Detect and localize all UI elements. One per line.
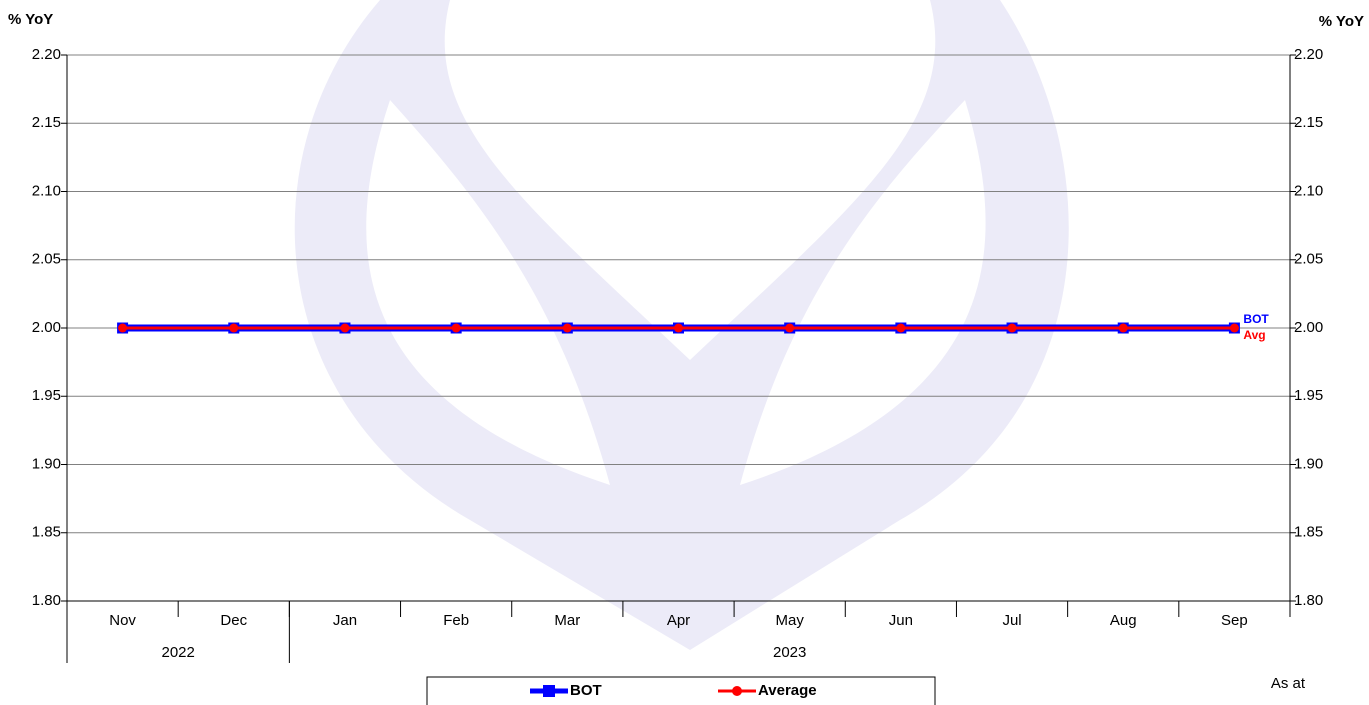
y2-tick-label: 2.15: [1294, 114, 1323, 131]
y2-axis-label: % YoY: [1319, 13, 1364, 30]
data-point: [1118, 323, 1128, 333]
y-tick-label: 1.95: [32, 387, 61, 404]
y-axis-label: % YoY: [8, 11, 53, 28]
y2-tick-label: 1.80: [1294, 592, 1323, 609]
y2-tick-label: 1.90: [1294, 455, 1323, 472]
y2-tick-label: 1.85: [1294, 524, 1323, 541]
x-tick-label: May: [776, 612, 805, 629]
x-tick-label: Sep: [1221, 612, 1248, 629]
legend-label: BOT: [570, 682, 602, 699]
y2-tick-label: 2.05: [1294, 251, 1323, 268]
y-tick-label: 2.20: [32, 46, 61, 63]
data-point: [451, 323, 461, 333]
data-point: [340, 323, 350, 333]
x-tick-label: Jul: [1002, 612, 1021, 629]
y-tick-label: 1.85: [32, 524, 61, 541]
footnote: As at: [1271, 675, 1306, 692]
legend-box: [426, 676, 936, 705]
y2-tick-label: 2.00: [1294, 319, 1323, 336]
data-point: [118, 323, 128, 333]
x-tick-label: Jun: [889, 612, 913, 629]
data-point: [1007, 323, 1017, 333]
x-tick-label: Feb: [443, 612, 469, 629]
x-tick-label: Aug: [1110, 612, 1137, 629]
data-point: [785, 323, 795, 333]
year-label: 2023: [773, 644, 806, 661]
y-tick-label: 2.10: [32, 182, 61, 199]
end-label: BOT: [1243, 312, 1269, 326]
legend-marker: [543, 685, 555, 697]
data-point: [896, 323, 906, 333]
end-label: Avg: [1243, 328, 1265, 342]
x-tick-label: Mar: [554, 612, 580, 629]
x-tick-label: Jan: [333, 612, 357, 629]
x-tick-label: Nov: [109, 612, 136, 629]
x-tick-label: Apr: [667, 612, 690, 629]
data-point: [674, 323, 683, 333]
y-tick-label: 1.90: [32, 455, 61, 472]
data-point: [229, 323, 239, 333]
y2-tick-label: 1.95: [1294, 387, 1323, 404]
y-tick-label: 2.00: [32, 319, 61, 336]
x-tick-label: Dec: [220, 612, 247, 629]
watermark-cutout: [366, 100, 986, 485]
legend-marker: [732, 686, 742, 696]
y2-tick-label: 2.20: [1294, 46, 1323, 63]
y-tick-label: 1.80: [32, 592, 61, 609]
y-tick-label: 2.05: [32, 251, 61, 268]
watermark: [294, 0, 1069, 650]
data-point: [1229, 323, 1239, 333]
year-label: 2022: [161, 644, 194, 661]
y-tick-label: 2.15: [32, 114, 61, 131]
legend-label: Average: [758, 682, 817, 699]
data-point: [562, 323, 572, 333]
y2-tick-label: 2.10: [1294, 182, 1323, 199]
